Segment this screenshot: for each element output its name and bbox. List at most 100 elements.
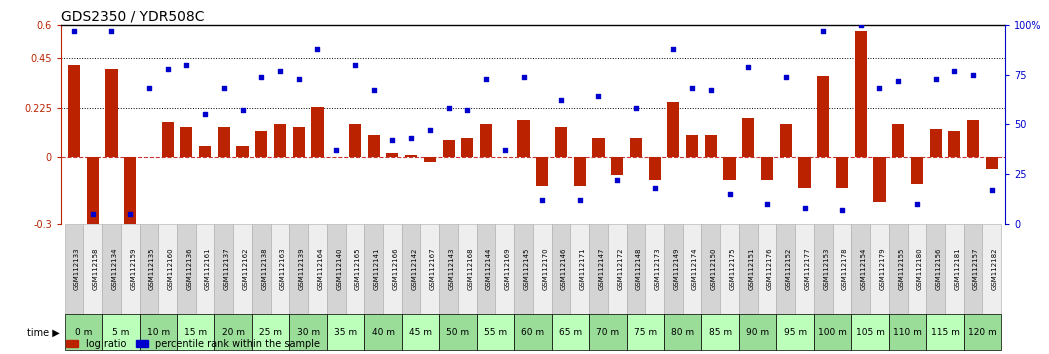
Bar <box>779 124 792 158</box>
Text: GSM112153: GSM112153 <box>823 248 830 290</box>
Point <box>684 86 701 91</box>
FancyBboxPatch shape <box>702 314 738 350</box>
Bar <box>162 122 174 158</box>
Bar <box>593 138 604 158</box>
FancyBboxPatch shape <box>833 224 852 314</box>
FancyBboxPatch shape <box>177 314 214 350</box>
Legend: log ratio, percentile rank within the sample: log ratio, percentile rank within the sa… <box>63 335 324 353</box>
Bar <box>293 126 305 158</box>
Text: GSM112172: GSM112172 <box>617 248 623 290</box>
FancyBboxPatch shape <box>140 314 177 350</box>
FancyBboxPatch shape <box>926 314 964 350</box>
Point <box>946 68 963 73</box>
Point <box>234 108 251 113</box>
FancyBboxPatch shape <box>140 224 158 314</box>
Point <box>196 112 214 117</box>
Bar <box>480 124 492 158</box>
Point <box>796 205 813 211</box>
Text: GSM112178: GSM112178 <box>842 248 848 290</box>
FancyBboxPatch shape <box>102 224 121 314</box>
Bar <box>517 120 530 158</box>
FancyBboxPatch shape <box>964 314 1001 350</box>
Point <box>122 211 138 217</box>
Point <box>477 76 494 81</box>
FancyBboxPatch shape <box>65 224 83 314</box>
Point <box>365 88 382 93</box>
Bar <box>892 124 904 158</box>
FancyBboxPatch shape <box>945 224 964 314</box>
FancyBboxPatch shape <box>814 224 833 314</box>
Point <box>459 108 476 113</box>
FancyBboxPatch shape <box>308 224 327 314</box>
FancyBboxPatch shape <box>271 224 290 314</box>
Bar <box>612 158 623 175</box>
Bar <box>424 158 436 162</box>
Text: GSM112170: GSM112170 <box>542 248 549 290</box>
Text: GSM112154: GSM112154 <box>860 248 866 290</box>
Text: 75 m: 75 m <box>634 328 657 337</box>
FancyBboxPatch shape <box>440 224 458 314</box>
FancyBboxPatch shape <box>664 224 683 314</box>
FancyBboxPatch shape <box>402 224 421 314</box>
Text: GSM112165: GSM112165 <box>355 248 361 290</box>
FancyBboxPatch shape <box>702 224 721 314</box>
FancyBboxPatch shape <box>83 224 102 314</box>
Point <box>515 74 532 79</box>
Bar <box>87 158 99 224</box>
Point <box>327 147 344 153</box>
Text: GSM112175: GSM112175 <box>730 248 735 290</box>
Text: GSM112145: GSM112145 <box>523 248 530 290</box>
Text: GSM112169: GSM112169 <box>505 248 511 290</box>
Text: GSM112134: GSM112134 <box>111 248 117 290</box>
FancyBboxPatch shape <box>495 224 514 314</box>
Bar <box>555 126 568 158</box>
Bar <box>236 147 249 158</box>
Text: GSM112155: GSM112155 <box>898 248 904 290</box>
FancyBboxPatch shape <box>776 224 795 314</box>
Text: 40 m: 40 m <box>371 328 394 337</box>
Point <box>346 62 363 67</box>
Text: 65 m: 65 m <box>559 328 582 337</box>
Point <box>722 191 738 197</box>
Text: GSM112173: GSM112173 <box>655 248 661 290</box>
Bar <box>686 135 699 158</box>
Point <box>253 74 270 79</box>
Text: 115 m: 115 m <box>930 328 960 337</box>
Point <box>65 28 82 34</box>
Point <box>758 201 775 207</box>
Bar <box>648 158 661 179</box>
Point <box>178 62 195 67</box>
FancyBboxPatch shape <box>158 224 177 314</box>
FancyBboxPatch shape <box>926 224 945 314</box>
FancyBboxPatch shape <box>458 224 476 314</box>
FancyBboxPatch shape <box>852 314 889 350</box>
Point <box>927 76 944 81</box>
FancyBboxPatch shape <box>121 224 140 314</box>
Text: GDS2350 / YDR508C: GDS2350 / YDR508C <box>61 10 205 24</box>
Point <box>965 72 982 78</box>
FancyBboxPatch shape <box>964 224 983 314</box>
Text: GSM112174: GSM112174 <box>692 248 699 290</box>
FancyBboxPatch shape <box>327 224 345 314</box>
Text: 50 m: 50 m <box>447 328 470 337</box>
Text: 95 m: 95 m <box>784 328 807 337</box>
Bar <box>124 158 136 224</box>
Point <box>815 28 832 34</box>
Text: GSM112135: GSM112135 <box>149 248 155 290</box>
FancyBboxPatch shape <box>402 314 440 350</box>
FancyBboxPatch shape <box>440 314 476 350</box>
Text: GSM112157: GSM112157 <box>973 248 979 290</box>
Bar <box>836 158 848 188</box>
FancyBboxPatch shape <box>345 224 364 314</box>
Point <box>534 197 551 203</box>
Text: GSM112156: GSM112156 <box>936 248 942 290</box>
Text: GSM112161: GSM112161 <box>205 248 211 290</box>
Point <box>159 66 176 72</box>
Text: GSM112162: GSM112162 <box>242 248 249 290</box>
Bar <box>218 126 230 158</box>
Text: GSM112159: GSM112159 <box>130 248 136 290</box>
Text: 105 m: 105 m <box>856 328 884 337</box>
Bar <box>367 135 380 158</box>
Text: 25 m: 25 m <box>259 328 282 337</box>
Text: GSM112137: GSM112137 <box>223 248 230 290</box>
